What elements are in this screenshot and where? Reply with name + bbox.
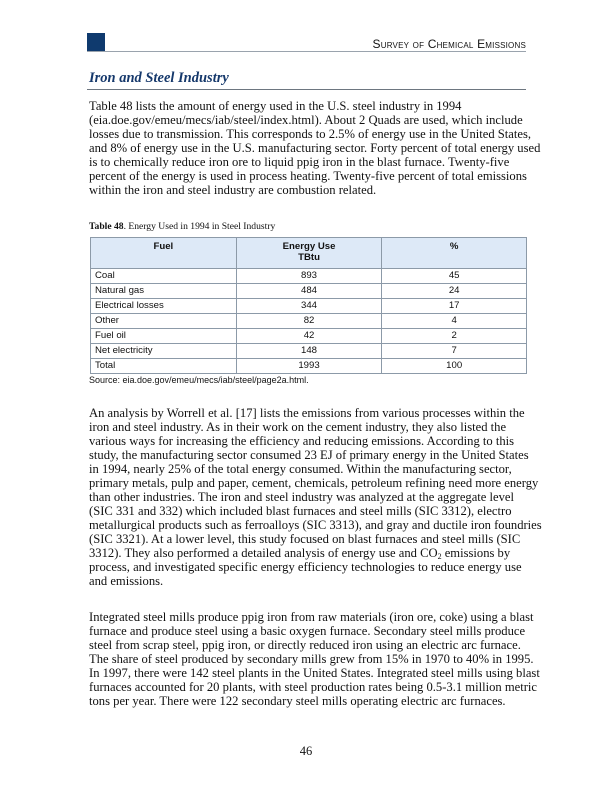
energy-table: Fuel Energy Use TBtu % Coal 893 45 Natural g… [90,237,527,374]
text-line: losses due to transmission. This corresp… [89,127,532,141]
table-row: Electrical losses 344 17 [90,298,527,314]
paragraph-2: An analysis by Worrell et al. [17] lists… [89,406,542,588]
fuel-cell: Coal [90,268,237,284]
text-line: study, the manufacturing sector consumed… [89,448,529,462]
text-line: iron and steel industry. As in their wor… [89,420,507,434]
percent-cell: 24 [381,283,527,299]
percent-cell: 45 [381,268,527,284]
header-accent-square [87,33,105,51]
text-line: than other industries. The iron and stee… [89,490,515,504]
percent-cell: 7 [381,343,527,359]
paragraph-1: Table 48 lists the amount of energy used… [89,99,540,197]
energy-cell: 893 [235,268,383,284]
percent-cell: 17 [381,298,527,314]
text-line: furnaces accounted for 20 plants, with s… [89,680,538,694]
text-line: is to chemically reduce iron ore to liqu… [89,155,510,169]
running-header: Survey of Chemical Emissions [372,37,526,51]
fuel-cell: Fuel oil [90,328,237,344]
text-line: (SIC 331 and 332) which included blast f… [89,504,512,518]
text-line: primary metals, pulp and paper, cement, … [89,476,539,490]
energy-cell: 82 [235,313,383,329]
table-caption-text: . Energy Used in 1994 in Steel Industry [123,221,276,232]
percent-cell: 100 [381,358,527,374]
text-line: Table 48 lists the amount of energy used… [89,99,462,113]
header-rule [87,51,526,52]
text-line: in 1994, nearly 25% of the total energy … [89,462,512,476]
table-caption: Table 48. Energy Used in 1994 in Steel I… [89,221,275,232]
table-source: Source: eia.doe.gov/emeu/mecs/iab/steel/… [89,375,309,385]
fuel-cell: Other [90,313,237,329]
table-row: Natural gas 484 24 [90,283,527,299]
text-line: process, and investigated specific energ… [89,560,522,574]
text-line: and 8% of energy use in the U.S. manufac… [89,141,541,155]
text-line: (SIC 3321). At a lower level, this study… [89,532,521,546]
percent-cell: 2 [381,328,527,344]
paragraph-3: Integrated steel mills produce ppig iron… [89,610,540,708]
table-row: Total 1993 100 [90,358,527,374]
fuel-cell: Electrical losses [90,298,237,314]
energy-cell: 148 [235,343,383,359]
text-line: various ways for increasing the efficien… [89,434,515,448]
table-header-row: Fuel Energy Use TBtu % [90,237,527,269]
text-line: metallurgical products such as ferroallo… [89,518,542,532]
text-line: within the iron and steel industry are c… [89,183,377,197]
title-rule [87,89,526,90]
text-line: In 1997, there were 142 steel plants in … [89,666,540,680]
fuel-cell: Natural gas [90,283,237,299]
header-energy-use-label: Energy Use [282,241,336,252]
table-caption-label: Table 48 [89,221,124,232]
text-line: percent of the energy is used in process… [89,169,527,183]
table-row: Coal 893 45 [90,268,527,284]
table-row: Net electricity 148 7 [90,343,527,359]
fuel-cell: Total [90,358,237,374]
header-percent: % [381,237,527,269]
energy-cell: 42 [235,328,383,344]
text-line: Integrated steel mills produce ppig iron… [89,610,534,624]
text-line: steel from scrap steel, ppig iron, or di… [89,638,521,652]
page-number: 46 [299,744,313,758]
energy-cell: 1993 [235,358,383,374]
table-row: Fuel oil 42 2 [90,328,527,344]
text-line: The share of steel produced by secondary… [89,652,534,666]
header-energy-unit: TBtu [298,252,320,263]
text-segment: 3312). They also performed a detailed an… [89,546,438,560]
text-line: furnace and produce steel using a basic … [89,624,526,638]
fuel-cell: Net electricity [90,343,237,359]
text-line: tons per year. There were 122 secondary … [89,694,506,708]
table-row: Other 82 4 [90,313,527,329]
energy-cell: 484 [235,283,383,299]
header-energy-use: Energy Use TBtu [235,237,383,269]
text-segment: emissions by [441,546,511,560]
subscript: 2 [437,552,442,561]
text-line: and emissions. [89,574,164,588]
percent-cell: 4 [381,313,527,329]
header-fuel: Fuel [90,237,237,269]
section-title: Iron and Steel Industry [89,70,229,86]
text-line: 3312). They also performed a detailed an… [89,546,542,561]
energy-cell: 344 [235,298,383,314]
text-line: (eia.doe.gov/emeu/mecs/iab/steel/index.h… [89,113,523,127]
text-line: An analysis by Worrell et al. [17] lists… [89,406,525,420]
